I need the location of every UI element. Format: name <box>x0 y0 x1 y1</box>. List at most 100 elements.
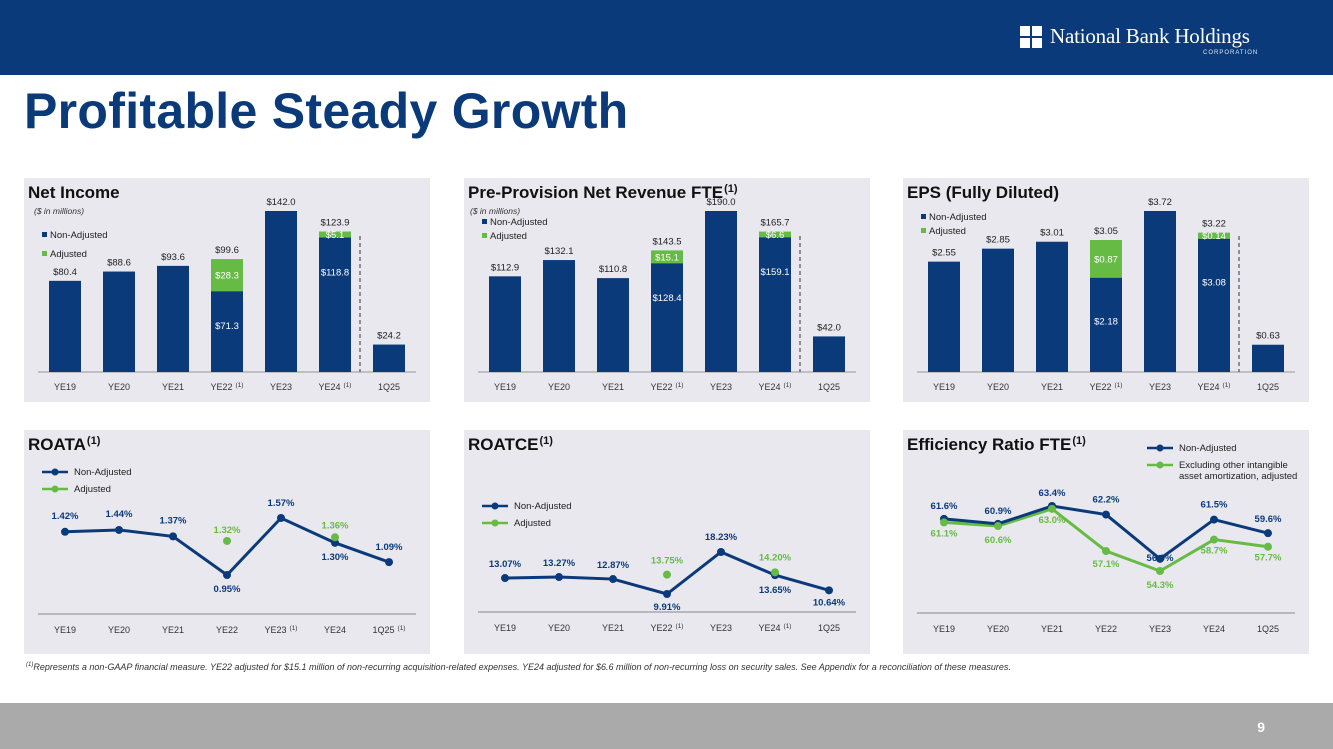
point-non-adjusted <box>1102 510 1110 519</box>
legend-label: Excluding other intangible <box>1179 460 1288 471</box>
bar-non-adjusted <box>1144 211 1176 372</box>
point-adjusted <box>1264 542 1272 551</box>
bar-value-label: $3.01 <box>1040 228 1064 239</box>
bar-adjusted <box>211 259 243 292</box>
x-tick-label: YE23 <box>1149 382 1171 392</box>
bar-value-label: $3.08 <box>1202 278 1226 289</box>
page-number: 9 <box>1257 719 1265 735</box>
point-label-non-adjusted: 18.23% <box>705 532 738 543</box>
bar-value-label: $93.6 <box>161 252 185 263</box>
x-tick-label: 1Q25 <box>818 382 840 392</box>
legend-marker <box>51 468 59 476</box>
roata-chart: ROATA(1) Non-Adjusted Adjusted 1.42% 1.44% 1.… <box>24 430 430 654</box>
x-tick-superscript: (1) <box>1223 382 1231 389</box>
point-label-non-adjusted: 1.57% <box>268 498 295 509</box>
point-label-non-adjusted: 61.5% <box>1201 500 1228 511</box>
bar-total-label: $123.9 <box>320 218 349 229</box>
x-tick-label: YE22 (1) <box>651 623 684 633</box>
legend-label: Non-Adjusted <box>50 230 108 241</box>
point-label-non-adjusted: 61.6% <box>931 501 958 512</box>
bar-adjusted <box>1090 239 1122 278</box>
x-tick-label: YE19 <box>494 623 516 633</box>
point-non-adjusted <box>555 573 563 582</box>
bar-total-label: $99.6 <box>215 245 239 256</box>
x-tick-superscript: (1) <box>290 625 298 632</box>
chart-title-superscript: (1) <box>540 435 554 447</box>
bar-adjusted-label: $5.1 <box>326 230 345 241</box>
point-label-non-adjusted: 1.44% <box>106 509 133 520</box>
point-label-non-adjusted: 60.9% <box>985 506 1012 517</box>
footnote: (1)Represents a non-GAAP financial measu… <box>26 662 1011 672</box>
bar-value-label: $159.1 <box>760 267 789 278</box>
bar-value-label: $2.18 <box>1094 317 1118 328</box>
bar-non-adjusted <box>373 344 405 372</box>
point-label-adjusted: 58.7% <box>1201 546 1228 557</box>
x-tick-label: YE21 <box>602 623 624 633</box>
x-tick-label: YE19 <box>54 382 76 392</box>
point-label-non-adjusted: 56.0% <box>1147 553 1174 564</box>
efficiency-ratio-chart: Efficiency Ratio FTE(1) Non-Adjusted Exclu… <box>903 430 1309 654</box>
legend-marker <box>1156 461 1164 469</box>
point-label-adjusted: 60.6% <box>985 535 1012 546</box>
legend-marker <box>491 502 499 510</box>
point-non-adjusted <box>717 548 725 556</box>
bar-non-adjusted <box>1090 277 1122 372</box>
x-tick-label: YE20 <box>108 625 130 635</box>
bar-total-label: $143.5 <box>652 236 681 247</box>
bar-non-adjusted <box>319 237 351 372</box>
bar-non-adjusted <box>1036 241 1068 372</box>
legend-label: Adjusted <box>74 484 111 495</box>
legend-label: Non-Adjusted <box>1179 443 1237 454</box>
bar-non-adjusted <box>705 211 737 372</box>
logo-name: National Bank Holdings <box>1050 24 1250 48</box>
x-tick-label: YE19 <box>933 624 955 634</box>
bar-value-label: $0.63 <box>1256 331 1280 342</box>
point-adjusted <box>1048 504 1056 513</box>
bar-non-adjusted <box>1198 238 1230 372</box>
point-adjusted <box>1210 535 1218 544</box>
point-label-adjusted: 57.1% <box>1093 559 1120 570</box>
legend-label: Adjusted <box>50 249 87 260</box>
x-tick-label: YE20 <box>987 382 1009 392</box>
x-tick-superscript: (1) <box>236 382 244 389</box>
point-label-non-adjusted: 13.65% <box>759 585 792 596</box>
point-adjusted <box>223 536 231 545</box>
x-tick-label: YE19 <box>933 382 955 392</box>
x-tick-label: YE19 <box>494 382 516 392</box>
point-non-adjusted <box>1210 515 1218 524</box>
point-label-non-adjusted: 1.37% <box>160 515 187 526</box>
point-label-non-adjusted: 0.95% <box>214 584 241 595</box>
x-tick-superscript: (1) <box>784 382 792 389</box>
eps-chart: EPS (Fully Diluted) Non-Adjusted Adjusted $… <box>903 178 1309 402</box>
bar-non-adjusted <box>813 336 845 372</box>
bar-non-adjusted <box>1252 344 1284 372</box>
x-tick-label: YE22 (1) <box>651 382 684 392</box>
x-tick-label: YE24 <box>1203 624 1225 634</box>
legend-swatch <box>482 233 487 238</box>
footer-band: 9 <box>0 703 1333 749</box>
point-label-non-adjusted: 1.09% <box>376 542 403 553</box>
bar-value-label: $128.4 <box>652 293 681 304</box>
x-tick-label: YE24 <box>324 625 346 635</box>
x-tick-label: YE23 <box>1149 624 1171 634</box>
point-label-non-adjusted: 13.27% <box>543 558 576 569</box>
x-tick-label: YE22 (1) <box>1090 382 1123 392</box>
x-tick-label: YE22 (1) <box>211 382 244 392</box>
point-label-non-adjusted: 63.4% <box>1039 488 1066 499</box>
point-label-adjusted: 1.32% <box>214 525 241 536</box>
x-tick-label: YE20 <box>548 382 570 392</box>
x-tick-label: YE24 (1) <box>319 382 352 392</box>
legend-label: Adjusted <box>929 226 966 237</box>
footnote-text: Represents a non-GAAP financial measure.… <box>33 662 1011 672</box>
chart-title: ROATA(1) <box>28 435 101 454</box>
legend-label: Non-Adjusted <box>74 467 132 478</box>
bar-value-label: $80.4 <box>53 267 77 278</box>
chart-title-superscript: (1) <box>87 435 101 447</box>
x-tick-label: 1Q25 (1) <box>373 625 406 635</box>
chart-title-superscript: (1) <box>1072 435 1086 447</box>
point-non-adjusted <box>1264 529 1272 538</box>
bar-non-adjusted <box>49 280 81 372</box>
pprn-chart: Pre-Provision Net Revenue FTE(1) ($ in mi… <box>464 178 870 402</box>
x-tick-superscript: (1) <box>344 382 352 389</box>
x-tick-label: YE20 <box>548 623 570 633</box>
